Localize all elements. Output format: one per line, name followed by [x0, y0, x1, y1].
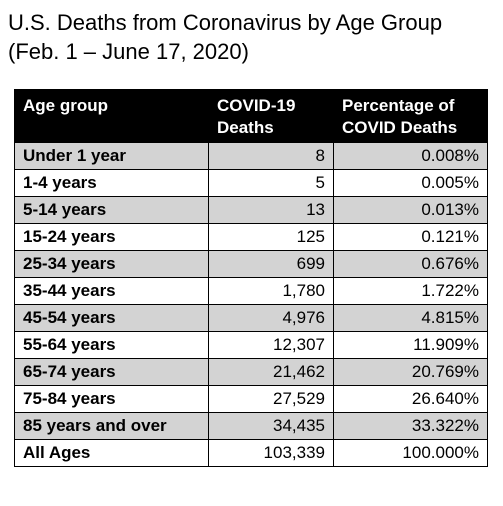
cell-covid-deaths: 699 [208, 250, 334, 278]
cell-percentage: 1.722% [333, 277, 488, 305]
table-row: 75-84 years 27,529 26.640% [14, 385, 488, 413]
cell-covid-deaths: 4,976 [208, 304, 334, 332]
cell-percentage: 100.000% [333, 439, 488, 467]
cell-covid-deaths: 5 [208, 169, 334, 197]
cell-age-group: 55-64 years [14, 331, 209, 359]
header-deaths-line-2: Deaths [217, 118, 274, 137]
table-row: Under 1 year 8 0.008% [14, 142, 488, 170]
cell-age-group: 15-24 years [14, 223, 209, 251]
cell-covid-deaths: 1,780 [208, 277, 334, 305]
table-row: 55-64 years 12,307 11.909% [14, 331, 488, 359]
cell-percentage: 20.769% [333, 358, 488, 386]
table-body: Under 1 year 8 0.008% 1-4 years 5 0.005% 5-14 … [14, 142, 488, 467]
cell-percentage: 4.815% [333, 304, 488, 332]
cell-age-group: 5-14 years [14, 196, 209, 224]
table-row: 65-74 years 21,462 20.769% [14, 358, 488, 386]
cell-percentage: 0.005% [333, 169, 488, 197]
cell-covid-deaths: 12,307 [208, 331, 334, 359]
cell-age-group: 1-4 years [14, 169, 209, 197]
header-age-group: Age group [14, 89, 209, 143]
header-row: Age group COVID-19 Deaths Percentage of … [14, 89, 488, 143]
header-deaths-line-1: COVID-19 [217, 96, 296, 115]
header-age-label: Age group [23, 96, 108, 115]
table-row: 45-54 years 4,976 4.815% [14, 304, 488, 332]
cell-covid-deaths: 13 [208, 196, 334, 224]
table-row: 1-4 years 5 0.005% [14, 169, 488, 197]
cell-covid-deaths: 103,339 [208, 439, 334, 467]
page-title: U.S. Deaths from Coronavirus by Age Grou… [8, 8, 498, 66]
cell-percentage: 11.909% [333, 331, 488, 359]
cell-percentage: 33.322% [333, 412, 488, 440]
table-header: Age group COVID-19 Deaths Percentage of … [14, 89, 488, 143]
cell-percentage: 0.121% [333, 223, 488, 251]
cell-age-group: 45-54 years [14, 304, 209, 332]
table-row: All Ages 103,339 100.000% [14, 439, 488, 467]
table-row: 25-34 years 699 0.676% [14, 250, 488, 278]
cell-age-group: 65-74 years [14, 358, 209, 386]
cell-age-group: 75-84 years [14, 385, 209, 413]
header-pct-line-2: COVID Deaths [342, 118, 458, 137]
cell-percentage: 0.013% [333, 196, 488, 224]
header-percentage: Percentage of COVID Deaths [333, 89, 488, 143]
cell-percentage: 0.008% [333, 142, 488, 170]
cell-percentage: 0.676% [333, 250, 488, 278]
table-row: 35-44 years 1,780 1.722% [14, 277, 488, 305]
deaths-by-age-table: Age group COVID-19 Deaths Percentage of … [14, 89, 488, 467]
table-row: 15-24 years 125 0.121% [14, 223, 488, 251]
cell-covid-deaths: 34,435 [208, 412, 334, 440]
cell-age-group: 85 years and over [14, 412, 209, 440]
cell-covid-deaths: 27,529 [208, 385, 334, 413]
cell-age-group: 25-34 years [14, 250, 209, 278]
title-line-1: U.S. Deaths from Coronavirus by Age Grou… [8, 10, 443, 35]
header-pct-line-1: Percentage of [342, 96, 455, 115]
cell-age-group: All Ages [14, 439, 209, 467]
title-line-2: (Feb. 1 – June 17, 2020) [8, 39, 249, 64]
table-row: 85 years and over 34,435 33.322% [14, 412, 488, 440]
cell-age-group: 35-44 years [14, 277, 209, 305]
cell-percentage: 26.640% [333, 385, 488, 413]
cell-covid-deaths: 8 [208, 142, 334, 170]
cell-covid-deaths: 125 [208, 223, 334, 251]
header-covid-deaths: COVID-19 Deaths [208, 89, 334, 143]
table-row: 5-14 years 13 0.013% [14, 196, 488, 224]
cell-age-group: Under 1 year [14, 142, 209, 170]
cell-covid-deaths: 21,462 [208, 358, 334, 386]
